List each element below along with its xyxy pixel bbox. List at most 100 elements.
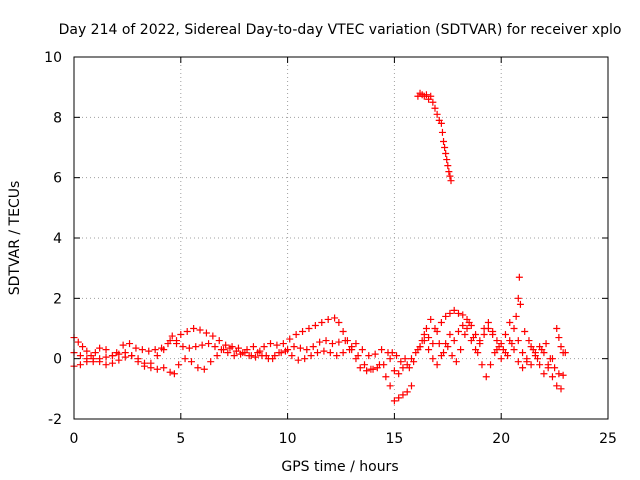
data-point [252, 353, 260, 361]
data-point [185, 344, 193, 352]
data-point [183, 328, 191, 336]
data-point [132, 344, 140, 352]
data-point [352, 340, 360, 348]
data-point [444, 162, 452, 170]
data-point [91, 349, 99, 357]
data-point [557, 385, 565, 393]
data-point [232, 347, 240, 355]
data-point [548, 373, 556, 381]
data-point [245, 352, 253, 360]
data-point [326, 349, 334, 357]
data-point [108, 359, 116, 367]
data-point [170, 370, 178, 378]
data-point [140, 362, 148, 370]
data-point [202, 329, 210, 337]
data-point [102, 361, 110, 369]
data-point [454, 309, 462, 317]
data-point [365, 352, 373, 360]
data-point [333, 352, 341, 360]
data-point [177, 331, 185, 339]
data-point [166, 368, 174, 376]
data-point [443, 156, 451, 164]
x-axis-label: GPS time / hours [281, 459, 398, 475]
data-point [506, 318, 514, 326]
data-point [153, 365, 161, 373]
data-point [115, 350, 123, 358]
data-point [531, 349, 539, 357]
data-point [108, 352, 116, 360]
data-point [429, 98, 437, 106]
data-point [433, 361, 441, 369]
data-point [446, 331, 454, 339]
data-point [399, 364, 407, 372]
data-point [273, 341, 281, 349]
data-point [553, 382, 561, 390]
data-point [437, 318, 445, 326]
x-tick-label: 0 [70, 431, 79, 447]
data-point [307, 352, 315, 360]
data-point [76, 361, 84, 369]
data-point [442, 340, 450, 348]
data-point [538, 346, 546, 354]
data-point [397, 358, 405, 366]
data-point [548, 355, 556, 363]
data-point [102, 353, 110, 361]
data-point [480, 331, 488, 339]
data-point [311, 321, 319, 329]
data-point [395, 370, 403, 378]
data-point [401, 355, 409, 363]
data-point [551, 364, 559, 372]
data-point [378, 346, 386, 354]
x-tick-label: 10 [279, 431, 297, 447]
data-point [446, 309, 454, 317]
data-point [480, 325, 488, 332]
data-point [360, 361, 368, 369]
data-point [438, 128, 446, 136]
data-point [450, 337, 458, 345]
data-point [386, 355, 394, 363]
data-point [407, 382, 415, 390]
data-point [256, 347, 264, 355]
data-point [316, 338, 324, 346]
data-point [341, 337, 349, 345]
x-tick-labels: 0 5 10 15 20 25 [70, 431, 617, 447]
data-point [363, 367, 371, 375]
x-tick-label: 25 [599, 431, 617, 447]
data-point [153, 352, 161, 360]
data-point [179, 343, 187, 351]
data-point [286, 335, 294, 343]
data-point [173, 340, 181, 348]
data-point [83, 347, 91, 355]
data-point [217, 346, 225, 354]
data-point [115, 356, 123, 364]
data-point [181, 355, 189, 363]
data-point [166, 337, 174, 345]
data-point [534, 355, 542, 363]
data-point [222, 341, 230, 349]
data-point [380, 361, 388, 369]
data-point [501, 331, 509, 339]
data-point [367, 365, 375, 373]
data-point [506, 337, 514, 345]
data-point [478, 361, 486, 369]
data-point [373, 364, 381, 372]
data-point [448, 352, 456, 360]
data-point [288, 352, 296, 360]
plot-frame [73, 56, 609, 420]
y-axis-label: SDTVAR / TECUs [7, 181, 23, 296]
data-point [296, 344, 304, 352]
data-point [198, 341, 206, 349]
data-point [512, 312, 520, 320]
data-point [275, 349, 283, 357]
data-point [79, 343, 87, 351]
data-point [393, 352, 401, 360]
data-point [427, 315, 435, 323]
data-point [463, 325, 471, 332]
data-point [168, 332, 176, 340]
data-point [281, 347, 289, 355]
data-point [147, 359, 155, 367]
data-point [420, 331, 428, 339]
data-point [294, 356, 302, 364]
data-point [305, 325, 313, 332]
